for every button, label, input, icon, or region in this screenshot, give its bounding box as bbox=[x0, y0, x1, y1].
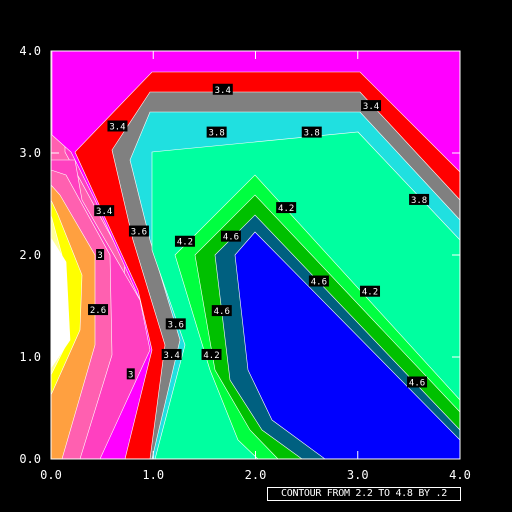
contour-label: 3.8 bbox=[206, 126, 227, 139]
contour-label: 3.6 bbox=[128, 225, 149, 238]
contour-fills bbox=[50, 50, 461, 460]
y-tick-label: 0.0 bbox=[19, 452, 41, 466]
contour-label-text: 4.2 bbox=[362, 288, 378, 298]
contour-label: 3.8 bbox=[301, 126, 322, 139]
contour-label: 2.6 bbox=[88, 304, 109, 316]
contour-label: 3.4 bbox=[161, 348, 182, 361]
x-tick-label: 3.0 bbox=[347, 468, 369, 482]
contour-label-text: 4.6 bbox=[409, 379, 425, 389]
contour-label-text: 3.4 bbox=[215, 86, 231, 96]
y-tick-label: 1.0 bbox=[19, 350, 41, 364]
contour-labels: 3.4 3.4 3.4 3.8 3.8 3.8 3.4 3.6 4.2 4.2 4.6 3 4.6 4.2… bbox=[88, 83, 430, 389]
contour-label-box bbox=[212, 83, 233, 95]
contour-label-text: 4.6 bbox=[214, 307, 230, 317]
contour-label-text: 3.8 bbox=[209, 129, 225, 139]
contour-label-box bbox=[206, 126, 227, 138]
contour-label: 3.4 bbox=[107, 120, 128, 132]
x-tick-label: 1.0 bbox=[142, 468, 164, 482]
contour-label-box bbox=[88, 304, 109, 316]
contour-label-box bbox=[94, 205, 115, 217]
y-tick-label: 3.0 bbox=[19, 146, 41, 160]
contour-label-box bbox=[360, 285, 381, 297]
contour-label-box bbox=[161, 348, 182, 360]
contour-label-box bbox=[126, 368, 135, 380]
contour-label-box bbox=[201, 348, 222, 360]
contour-label-box bbox=[220, 230, 241, 242]
contour-label-box bbox=[165, 318, 186, 330]
contour-label: 4.6 bbox=[308, 275, 329, 288]
contour-label: 3.4 bbox=[94, 205, 115, 217]
y-tick-label: 2.0 bbox=[19, 248, 41, 262]
contour-label-box bbox=[107, 120, 128, 132]
contour-label-box bbox=[174, 235, 195, 247]
contour-label: 4.6 bbox=[220, 230, 241, 243]
contour-band-14 bbox=[234, 231, 461, 460]
contour-label-text: 3 bbox=[97, 251, 102, 261]
contour-label: 4.2 bbox=[360, 285, 381, 298]
contour-label: 4.2 bbox=[174, 235, 195, 248]
contour-label-box bbox=[96, 249, 105, 260]
contour-label-text: 3 bbox=[128, 370, 133, 380]
contour-label-text: 3.4 bbox=[164, 351, 180, 361]
contour-label-box bbox=[211, 305, 232, 317]
y-tick-label: 4.0 bbox=[19, 44, 41, 58]
contour-label: 4.2 bbox=[276, 202, 297, 214]
contour-label-text: 3.4 bbox=[363, 102, 379, 112]
contour-label-text: 2.6 bbox=[90, 306, 106, 316]
contour-label-text: 3.6 bbox=[168, 320, 184, 330]
contour-label-text: 3.8 bbox=[304, 129, 320, 139]
contour-label: 4.6 bbox=[211, 305, 232, 317]
contour-caption: CONTOUR FROM 2.2 TO 4.8 BY .2 bbox=[267, 487, 461, 501]
contour-label-text: 3.4 bbox=[96, 207, 112, 217]
contour-label-text: 4.2 bbox=[203, 351, 219, 361]
contour-label-box bbox=[301, 126, 322, 138]
contour-label-box bbox=[276, 202, 297, 214]
contour-label: 3 bbox=[96, 249, 105, 261]
contour-label: 3.4 bbox=[361, 100, 382, 112]
x-tick-label: 4.0 bbox=[449, 468, 471, 482]
x-tick-label: 2.0 bbox=[245, 468, 267, 482]
contour-label: 4.6 bbox=[407, 376, 428, 389]
contour-label-box bbox=[361, 100, 382, 112]
contour-label-text: 4.6 bbox=[223, 233, 239, 243]
contour-label-text: 4.2 bbox=[278, 204, 294, 214]
contour-label: 3 bbox=[126, 368, 135, 380]
contour-label-box bbox=[308, 275, 329, 287]
contour-label: 3.6 bbox=[165, 318, 186, 330]
contour-label-text: 3.8 bbox=[411, 196, 427, 206]
x-tick-label: 0.0 bbox=[40, 468, 62, 482]
contour-label-text: 4.2 bbox=[177, 238, 193, 248]
contour-label: 3.8 bbox=[409, 193, 430, 206]
contour-label: 3.4 bbox=[212, 83, 233, 96]
contour-label: 4.2 bbox=[201, 348, 222, 361]
contour-label-text: 4.6 bbox=[311, 278, 327, 288]
y-axis-ticks: 0.0 1.0 2.0 3.0 4.0 bbox=[19, 44, 460, 466]
x-axis-ticks: 0.0 1.0 2.0 3.0 4.0 bbox=[40, 51, 471, 482]
contour-label-text: 3.6 bbox=[131, 228, 147, 238]
contour-label-box bbox=[409, 193, 430, 205]
contour-label-text: 3.4 bbox=[109, 122, 125, 132]
contour-label-box bbox=[407, 376, 428, 388]
contour-label-box bbox=[128, 225, 149, 237]
